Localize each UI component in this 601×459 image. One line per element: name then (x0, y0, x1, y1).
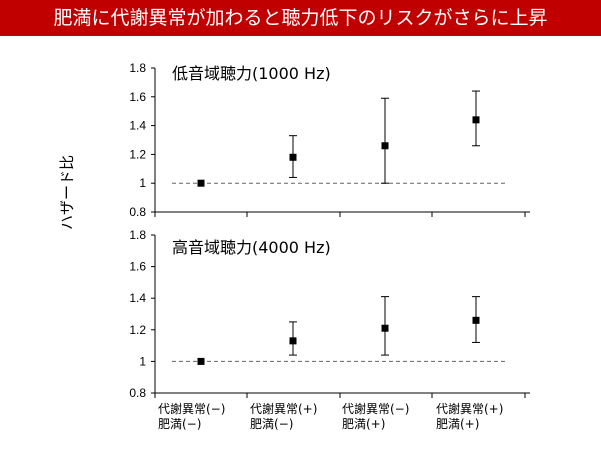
y-tick-label: 1.2 (129, 147, 146, 161)
category-label-1: 代謝異常(−) 肥満(−) (156, 402, 248, 432)
data-point (197, 179, 205, 187)
category-label-line2: 肥満(−) (250, 417, 294, 431)
category-label-line1: 代謝異常(−) (342, 402, 410, 416)
category-label-line2: 肥満(+) (436, 417, 480, 431)
panel-title-low-frequency: 低音域聴力(1000 Hz) (172, 64, 331, 83)
data-point (289, 337, 297, 345)
y-tick-label: 1.6 (129, 90, 146, 104)
data-point (289, 153, 297, 161)
category-label-line1: 代謝異常(+) (436, 402, 504, 416)
y-tick-label: 1.4 (129, 291, 146, 305)
slide-title: 肥満に代謝異常が加わると聴力低下のリスクがさらに上昇 (0, 0, 601, 36)
y-tick-label: 1 (139, 176, 146, 190)
y-tick-label: 1.4 (129, 119, 146, 133)
y-tick-label: 1.6 (129, 260, 146, 274)
category-label-line2: 肥満(−) (158, 417, 202, 431)
data-point (381, 142, 389, 150)
y-tick-label: 1.8 (129, 61, 146, 75)
y-tick-label: 1 (139, 354, 146, 368)
y-tick-label: 0.8 (129, 386, 146, 400)
data-point (381, 324, 389, 332)
y-tick-label: 1.2 (129, 323, 146, 337)
y-tick-label: 1.8 (129, 228, 146, 242)
category-label-3: 代謝異常(−) 肥満(+) (340, 402, 432, 432)
category-label-4: 代謝異常(+) 肥満(+) (434, 402, 526, 432)
data-point (197, 357, 205, 365)
category-label-line1: 代謝異常(+) (250, 402, 318, 416)
category-label-line2: 肥満(+) (342, 417, 386, 431)
category-label-2: 代謝異常(+) 肥満(−) (248, 402, 340, 432)
y-tick-label: 0.8 (129, 205, 146, 219)
y-axis-label: ハザード比 (58, 154, 76, 230)
panel-title-high-frequency: 高音域聴力(4000 Hz) (172, 238, 331, 257)
data-point (472, 316, 480, 324)
category-label-line1: 代謝異常(−) (158, 402, 226, 416)
data-point (472, 116, 480, 124)
